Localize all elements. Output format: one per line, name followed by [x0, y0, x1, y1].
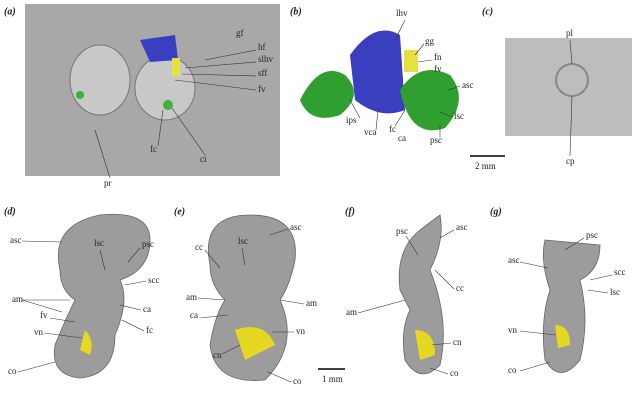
annotation: asc	[10, 235, 22, 245]
annotation: psc	[396, 226, 408, 236]
nerve	[235, 327, 275, 360]
scale-label: 1 mm	[322, 374, 343, 384]
vessel	[140, 35, 178, 62]
annotation: vn	[34, 327, 44, 337]
annotation: co	[450, 368, 459, 378]
cavity	[134, 55, 196, 121]
annotation: lsc	[94, 238, 104, 248]
annotation: cp	[566, 156, 575, 166]
annotation: co	[508, 365, 517, 375]
annotation: cn	[213, 350, 222, 360]
annotation: lsc	[238, 236, 248, 246]
annotation: lsc	[610, 287, 620, 297]
annotation: fc	[146, 325, 153, 335]
panel-label: (c)	[482, 6, 493, 17]
nerve	[76, 91, 84, 99]
panel-label: (a)	[4, 6, 16, 17]
annotation: ca	[190, 310, 198, 320]
nerve	[80, 330, 92, 355]
annotation: am	[186, 292, 197, 302]
leader-lines	[17, 19, 613, 383]
annotation: am	[306, 298, 317, 308]
annotation: vn	[296, 326, 306, 336]
annotation: ca	[143, 304, 151, 314]
nerve	[415, 330, 435, 360]
annotation: psc	[586, 230, 598, 240]
annotation: fc	[389, 124, 396, 134]
vessel	[350, 30, 405, 114]
panel-label: (g)	[490, 206, 502, 217]
annotation: gg	[425, 36, 435, 46]
panel-label: (b)	[290, 6, 302, 17]
annotation: ca	[398, 133, 406, 143]
annotation: asc	[290, 222, 302, 232]
specimen	[542, 239, 601, 373]
annotation: asc	[508, 255, 520, 265]
annotation: fc	[150, 144, 157, 154]
annotation: ips	[346, 115, 357, 125]
annotation: cc	[195, 242, 203, 252]
annotation: fn	[434, 52, 442, 62]
ganglion	[172, 58, 180, 76]
scale-label: 2 mm	[475, 161, 496, 171]
annotation: scc	[148, 275, 160, 285]
annotation: vca	[364, 127, 377, 137]
annotation: slhv	[258, 54, 274, 64]
annotation: cc	[456, 283, 464, 293]
annotation: gf	[236, 28, 244, 38]
annotation: fv	[40, 310, 48, 320]
specimen	[53, 213, 151, 379]
annotation: pl	[566, 28, 574, 38]
labyrinth	[300, 70, 354, 118]
annotation: am	[12, 294, 23, 304]
annotation: vn	[508, 325, 518, 335]
cavity	[69, 44, 131, 116]
nerve	[555, 325, 570, 348]
annotation: psc	[430, 135, 442, 145]
specimen	[208, 214, 296, 381]
annotation: fv	[258, 84, 266, 94]
panel-label: (e)	[174, 206, 185, 217]
annotation: pr	[104, 178, 112, 188]
annotation: ci	[200, 154, 207, 164]
specimen	[398, 214, 444, 375]
labyrinth	[400, 70, 459, 131]
annotation: cn	[453, 337, 462, 347]
annotation: asc	[462, 80, 474, 90]
annotation: psc	[142, 239, 154, 249]
annotation: co	[293, 376, 302, 386]
annotation: co	[8, 366, 17, 376]
labels: (a) gf hf slhv sff fv fc ci pr (b) lhv g…	[4, 6, 626, 386]
annotation: scc	[614, 267, 626, 277]
ct-slice	[505, 38, 632, 136]
annotation: hf	[258, 42, 266, 52]
annotation: sff	[258, 68, 267, 78]
panel-label: (f)	[345, 206, 355, 217]
annotation: lhv	[396, 8, 408, 18]
annotation: fv	[434, 64, 442, 74]
panel-label: (d)	[4, 206, 16, 217]
annotation: am	[346, 307, 357, 317]
annotation: lsc	[454, 111, 464, 121]
annotation: asc	[456, 222, 468, 232]
ganglion	[404, 50, 418, 72]
nerve	[163, 100, 173, 110]
